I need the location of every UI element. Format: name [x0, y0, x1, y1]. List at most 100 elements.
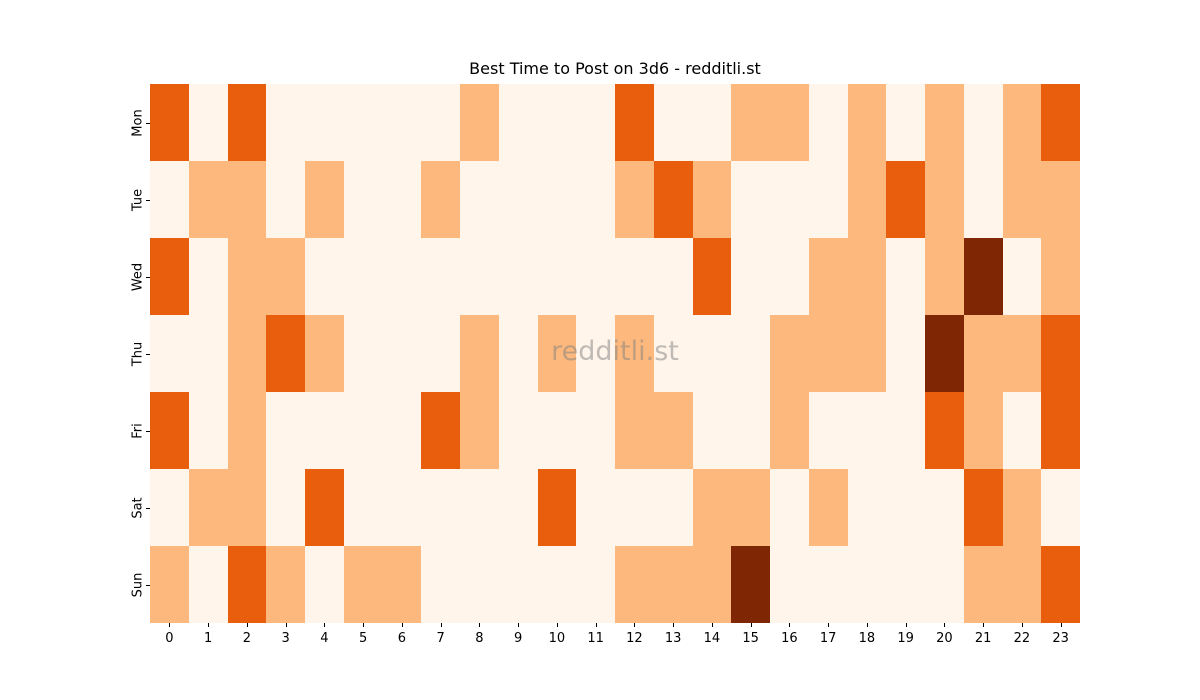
heatmap-cell — [963, 238, 1003, 315]
y-tick-label-text: Sun — [130, 572, 146, 597]
x-tick — [169, 623, 171, 627]
heatmap-cell — [382, 238, 422, 315]
heatmap-cell — [498, 315, 538, 392]
x-tick-label: 7 — [436, 631, 445, 646]
x-tick-label: 2 — [242, 631, 252, 646]
x-tick — [285, 623, 287, 627]
x-tick-label: 8 — [475, 631, 484, 646]
x-tick — [866, 623, 868, 627]
heatmap-cell — [498, 161, 538, 238]
x-tick-label: 9 — [513, 631, 523, 646]
heatmap-cell — [537, 161, 577, 238]
heatmap-cell — [808, 469, 848, 546]
heatmap-cell — [692, 161, 732, 238]
heatmap-cell — [305, 84, 344, 161]
heatmap-cell — [808, 161, 848, 238]
x-tick — [1060, 623, 1062, 627]
heatmap-cell — [537, 469, 577, 546]
y-tick-label-text: Wed — [130, 262, 146, 291]
heatmap-cell — [731, 392, 770, 469]
heatmap-cell — [925, 546, 964, 623]
heatmap-cell — [150, 546, 189, 623]
heatmap-cell — [498, 392, 538, 469]
heatmap-cell — [576, 469, 615, 546]
heatmap-cell — [1041, 392, 1080, 469]
heatmap-cell — [1041, 161, 1080, 238]
heatmap-cell — [188, 392, 228, 469]
heatmap-cell — [1041, 546, 1080, 623]
heatmap-cell — [692, 392, 732, 469]
y-tick — [146, 122, 150, 124]
heatmap-cell — [421, 238, 460, 315]
x-tick — [828, 623, 830, 627]
heatmap-cell — [808, 315, 848, 392]
x-tick — [595, 623, 597, 627]
heatmap-cell — [460, 469, 499, 546]
heatmap-cell — [227, 469, 267, 546]
y-tick — [146, 430, 150, 432]
heatmap-cell — [615, 546, 654, 623]
heatmap-cell — [150, 161, 189, 238]
heatmap-cell — [886, 469, 925, 546]
heatmap-grid — [150, 84, 1080, 623]
x-tick-label: 14 — [703, 631, 721, 646]
x-tick — [905, 623, 907, 627]
heatmap-cell — [847, 469, 887, 546]
x-tick-label: 19 — [897, 631, 914, 646]
heatmap-cell — [576, 84, 615, 161]
x-tick-label: 6 — [397, 631, 407, 646]
y-axis: Mon Tue Wed Thu Fri Sat Sun — [110, 84, 150, 623]
x-tick-label: 11 — [587, 631, 604, 646]
x-tick-label: 22 — [1013, 631, 1031, 646]
heatmap-cell — [421, 161, 460, 238]
heatmap-cell — [692, 546, 732, 623]
heatmap-cell — [498, 546, 538, 623]
heatmap-cell — [731, 546, 770, 623]
y-tick — [146, 199, 150, 201]
heatmap-cell — [615, 238, 654, 315]
heatmap-cell — [421, 392, 460, 469]
heatmap-cell — [150, 238, 189, 315]
heatmap-cell — [886, 546, 925, 623]
heatmap-cell — [227, 315, 267, 392]
heatmap-cell — [537, 546, 577, 623]
heatmap-cell — [382, 161, 422, 238]
heatmap-cell — [460, 161, 499, 238]
x-tick-label: 21 — [974, 631, 992, 646]
x-tick — [1021, 623, 1023, 627]
heatmap-cell — [731, 469, 770, 546]
heatmap-cell — [343, 546, 383, 623]
heatmap-cell — [266, 546, 305, 623]
heatmap-cell — [227, 546, 267, 623]
x-tick-label: 4 — [320, 631, 329, 646]
heatmap-cell — [576, 161, 615, 238]
heatmap-cell — [421, 469, 460, 546]
y-tick-label-text: Tue — [130, 188, 146, 211]
heatmap-cell — [1002, 469, 1042, 546]
x-tick — [634, 623, 636, 627]
heatmap-cell — [305, 469, 344, 546]
heatmap-cell — [886, 392, 925, 469]
heatmap-cell — [731, 238, 770, 315]
heatmap-cell — [188, 238, 228, 315]
heatmap-cell — [615, 469, 654, 546]
heatmap-cell — [615, 84, 654, 161]
heatmap-cell — [498, 84, 538, 161]
heatmap-cell — [150, 392, 189, 469]
heatmap-cell — [808, 84, 848, 161]
x-tick — [440, 623, 442, 627]
heatmap-cell — [421, 315, 460, 392]
heatmap-cell — [188, 161, 228, 238]
heatmap-cell — [150, 469, 189, 546]
heatmap-cell — [963, 161, 1003, 238]
heatmap-cell — [770, 546, 809, 623]
heatmap-cell — [653, 315, 693, 392]
x-axis: 0 1 2 3 4 5 6 7 8 9 10 11 12 13 14 15 16 17 18 19 20 21 22 23 — [150, 623, 1080, 653]
heatmap-cell — [343, 84, 383, 161]
x-tick — [983, 623, 985, 627]
heatmap-cell — [537, 84, 577, 161]
heatmap-cell — [847, 315, 887, 392]
heatmap-cell — [963, 392, 1003, 469]
x-tick — [518, 623, 520, 627]
y-tick-label-text: Fri — [130, 422, 146, 439]
